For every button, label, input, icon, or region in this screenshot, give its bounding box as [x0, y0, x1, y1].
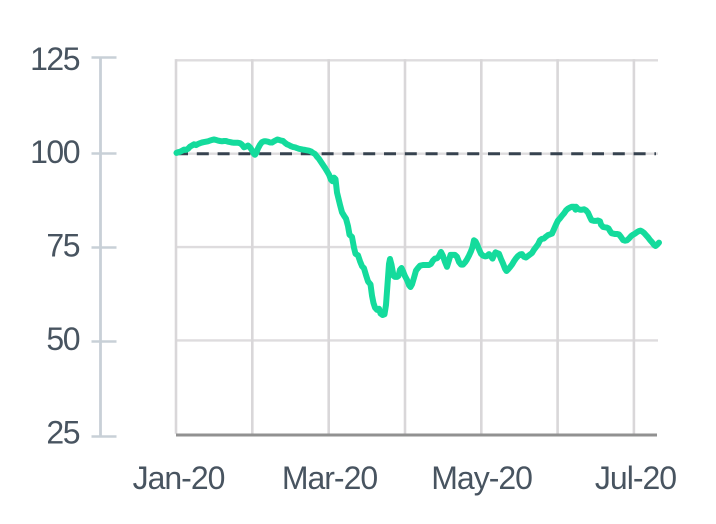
svg-text:Jan-20: Jan-20	[133, 460, 225, 496]
svg-text:75: 75	[46, 228, 79, 264]
svg-text:125: 125	[30, 41, 80, 77]
svg-text:Jul-20: Jul-20	[595, 460, 676, 496]
svg-text:May-20: May-20	[431, 460, 532, 496]
svg-text:Mar-20: Mar-20	[282, 460, 378, 496]
svg-text:50: 50	[46, 321, 79, 357]
svg-text:25: 25	[46, 414, 79, 450]
svg-text:100: 100	[30, 134, 80, 170]
